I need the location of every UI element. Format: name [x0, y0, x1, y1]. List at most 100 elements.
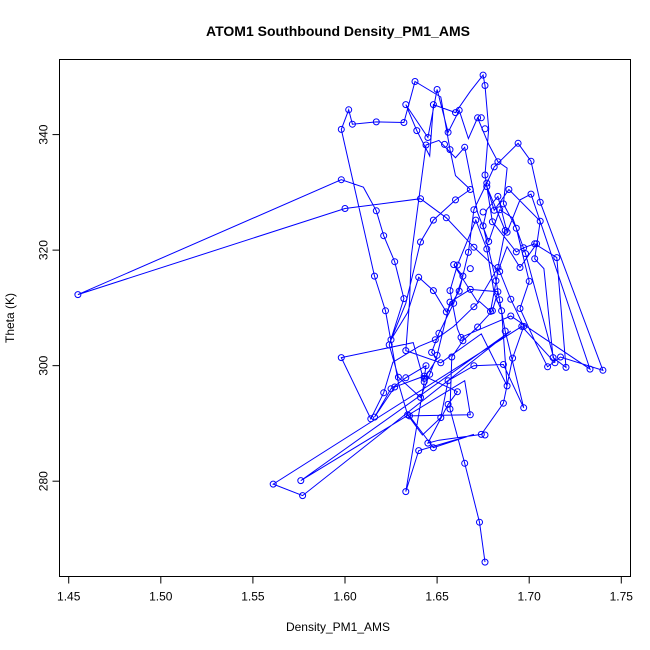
data-point [466, 411, 474, 419]
data-point [402, 374, 410, 382]
data-point [297, 477, 305, 485]
data-point [557, 353, 564, 361]
data-point [299, 492, 307, 500]
data-point [474, 323, 482, 331]
data-point [536, 198, 544, 206]
data-point [499, 361, 507, 368]
x-tick-label: 1.65 [425, 590, 449, 604]
series-line [77, 73, 604, 563]
data-point [520, 322, 528, 330]
y-axis: 280 300 320 340 [37, 124, 60, 491]
data-point [512, 248, 520, 256]
x-tick-label: 1.75 [610, 590, 634, 604]
data-point [422, 362, 430, 370]
data-point [455, 287, 463, 295]
series-layer [74, 71, 607, 566]
data-point [501, 327, 509, 335]
y-axis-label: Theta (K) [3, 293, 17, 343]
data-point [382, 307, 389, 315]
data-point [476, 518, 483, 526]
data-point [470, 303, 478, 311]
data-point [424, 439, 432, 447]
data-point [337, 125, 345, 133]
data-point [477, 430, 485, 438]
data-point [466, 265, 474, 273]
data-point [394, 373, 402, 381]
data-point [380, 389, 388, 397]
data-point [479, 222, 487, 230]
data-point [461, 459, 469, 467]
data-point [429, 444, 437, 452]
data-point [431, 336, 439, 344]
data-point [391, 383, 399, 391]
data-point [498, 307, 506, 315]
data-point [492, 277, 500, 285]
data-point [503, 382, 511, 390]
data-point [503, 228, 511, 236]
data-point [402, 101, 410, 109]
data-point [466, 186, 474, 193]
data-point [422, 141, 430, 149]
data-point [488, 218, 496, 226]
data-point [533, 240, 541, 248]
data-point [494, 264, 502, 271]
data-point [516, 264, 524, 271]
data-point [477, 114, 485, 122]
x-axis-label: Density_PM1_AMS [286, 620, 390, 634]
y-tick-label: 340 [37, 124, 51, 144]
data-point [387, 385, 395, 393]
data-point [472, 216, 480, 224]
data-point [481, 431, 489, 439]
data-point [406, 412, 413, 420]
data-point [461, 143, 469, 151]
data-point [444, 400, 452, 408]
data-point [442, 214, 450, 222]
data-point [470, 243, 478, 251]
data-point [442, 308, 450, 316]
data-point [479, 71, 487, 79]
data-point [494, 288, 502, 296]
y-tick-label: 280 [37, 471, 51, 491]
data-point [452, 196, 459, 204]
data-point [429, 101, 437, 109]
data-point [481, 558, 489, 566]
data-point [553, 254, 561, 262]
data-point [483, 245, 491, 253]
data-point [520, 404, 528, 412]
plot-area [59, 59, 631, 577]
data-point [420, 378, 428, 386]
data-point [437, 414, 445, 422]
data-point [446, 146, 454, 154]
data-point [372, 118, 380, 126]
data-point [494, 192, 502, 200]
data-point [481, 171, 489, 179]
data-point [507, 312, 515, 320]
data-point [490, 163, 498, 171]
data-point [483, 183, 491, 191]
data-point [448, 353, 456, 361]
data-point [269, 480, 277, 488]
data-point [501, 227, 509, 234]
data-point [466, 285, 474, 293]
data-point [512, 224, 520, 232]
data-point [446, 287, 454, 295]
data-point [453, 261, 461, 269]
data-point [536, 217, 544, 225]
data-point [372, 207, 380, 215]
data-point [470, 362, 478, 370]
data-point [402, 347, 410, 355]
data-point [474, 114, 482, 122]
data-point [453, 388, 461, 396]
data-point [485, 238, 493, 245]
data-point [424, 134, 432, 141]
y-tick-label: 320 [37, 240, 51, 260]
data-point [417, 393, 424, 401]
data-point [380, 232, 388, 240]
data-point [391, 258, 399, 266]
data-point [459, 272, 467, 280]
data-point [337, 354, 345, 362]
data-point [446, 405, 454, 413]
data-point [428, 348, 436, 356]
data-point [470, 206, 478, 214]
